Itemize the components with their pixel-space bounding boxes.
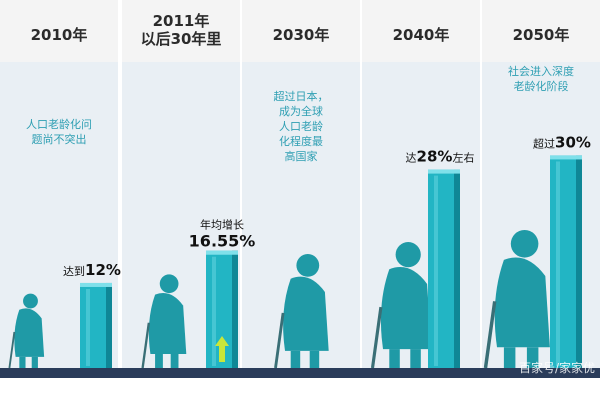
annotation-line: 人口老龄 — [279, 119, 323, 133]
annotation-line: 题尚不突出 — [32, 132, 87, 146]
bar — [550, 155, 582, 368]
category-label: 2011年以后30年里 — [141, 12, 222, 48]
bar-side — [576, 155, 582, 368]
category-label-line: 2050年 — [513, 26, 570, 44]
category-label: 2030年 — [273, 26, 330, 44]
category-label-line: 以后30年里 — [141, 30, 222, 48]
annotation: 人口老龄化问题尚不突出 — [26, 117, 92, 146]
figure-leg — [170, 353, 179, 368]
annotation-line: 社会进入深度 — [508, 64, 574, 78]
category-label-line: 2040年 — [393, 26, 450, 44]
figure-leg — [31, 356, 38, 368]
data-label-prefix: 达 — [406, 152, 417, 165]
figure-cane — [483, 301, 497, 369]
data-label: 年均增长 16.55% — [189, 218, 256, 251]
annotation: 超过日本，成为全球人口老龄化程度最高国家 — [274, 89, 329, 163]
figure-head — [296, 254, 320, 277]
data-label-prefix: 超过 — [533, 136, 555, 150]
figure-cane — [370, 306, 383, 369]
figure-leg — [503, 347, 516, 368]
figure-body — [283, 276, 329, 351]
figure-body — [494, 257, 550, 348]
figure-leg — [389, 349, 400, 368]
category-label: 2050年 — [513, 26, 570, 44]
annotation-line: 化程度最 — [279, 134, 323, 148]
bar-highlight — [86, 288, 90, 366]
floor — [0, 368, 600, 378]
bar-top — [550, 155, 582, 160]
category-label: 2010年 — [31, 26, 88, 44]
figure-leg — [526, 347, 539, 368]
figure-leg — [309, 350, 320, 368]
figure-body — [148, 293, 187, 354]
category-label-line: 2011年 — [153, 12, 210, 30]
bar-highlight — [556, 161, 560, 366]
bar — [206, 250, 238, 368]
figure-head — [159, 274, 179, 294]
bar-top — [428, 169, 460, 174]
figure-leg — [290, 350, 301, 368]
annotation-line: 老龄化阶段 — [514, 79, 569, 93]
data-label-value: 30% — [555, 133, 591, 151]
data-label: 超过30% — [533, 133, 591, 151]
category-label-line: 2010年 — [31, 26, 88, 44]
data-label-value: 28% — [417, 148, 453, 166]
figure-leg — [19, 356, 26, 368]
annotation-line: 人口老龄化问 — [26, 117, 92, 131]
figure-leg — [155, 353, 163, 368]
bar-top — [206, 250, 238, 255]
category-label: 2040年 — [393, 26, 450, 44]
bar-side — [232, 250, 238, 368]
figure-head — [395, 242, 421, 268]
elderly-person-icon — [141, 274, 187, 369]
column-header — [122, 0, 240, 62]
data-label-value: 16.55% — [189, 232, 256, 251]
column-header — [362, 0, 480, 62]
bar-highlight — [212, 256, 216, 366]
annotation-line: 超过日本， — [274, 89, 329, 103]
watermark: 百家号/家家优 — [519, 360, 595, 375]
figure-body — [380, 267, 432, 350]
figure-head — [23, 293, 38, 309]
category-label-line: 2030年 — [273, 26, 330, 44]
column-header — [0, 0, 118, 62]
annotation-line: 高国家 — [285, 149, 318, 163]
up-arrow-icon — [215, 336, 229, 362]
bar-side — [106, 282, 112, 368]
annotation-line: 成为全球 — [279, 104, 323, 118]
data-label: 达28%左右 — [406, 148, 475, 166]
elderly-person-icon — [370, 242, 432, 369]
column-header — [482, 0, 600, 62]
figure-cane — [8, 331, 16, 369]
data-label-prefix: 达到 — [63, 265, 85, 278]
bar — [80, 282, 112, 368]
bar — [428, 169, 460, 368]
data-label-value: 12% — [85, 261, 121, 279]
elderly-person-icon — [8, 293, 45, 369]
figure-leg — [410, 349, 421, 368]
column-header — [242, 0, 360, 62]
bar-top — [80, 282, 112, 287]
bar-highlight — [434, 175, 438, 366]
annotation: 社会进入深度老龄化阶段 — [508, 64, 574, 93]
bar-side — [454, 169, 460, 368]
elderly-person-icon — [483, 230, 550, 369]
figure-head — [510, 230, 539, 258]
elderly-person-icon — [274, 254, 329, 369]
figure-cane — [141, 322, 150, 369]
data-label: 达到12% — [63, 261, 121, 279]
figure-cane — [274, 312, 285, 369]
data-label-suffix: 左右 — [452, 151, 474, 165]
figure-body — [14, 308, 45, 357]
data-label-prefix: 年均增长 — [200, 218, 244, 232]
